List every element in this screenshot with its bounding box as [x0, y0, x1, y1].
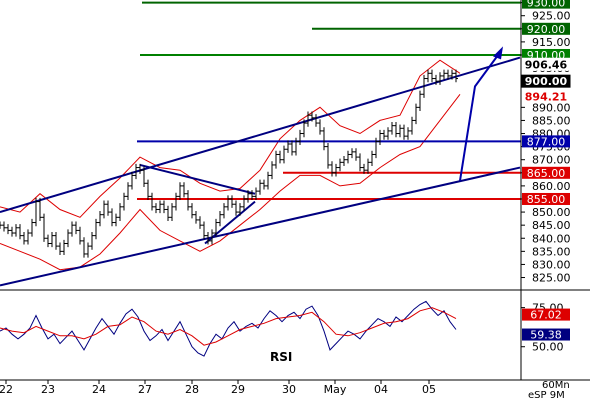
- y-axis: 825.00830.00835.00840.00845.00850.00855.…: [0, 0, 590, 381]
- rsi-signal-line: [0, 307, 457, 346]
- rsi-value-badge: [522, 308, 570, 321]
- triangle-line: [139, 163, 256, 195]
- y-tick-label: 870.00: [532, 154, 571, 167]
- level-badge: [522, 192, 570, 205]
- channel-line: [0, 166, 521, 287]
- x-tick-label: 28: [185, 383, 199, 396]
- channel-line: [0, 56, 521, 214]
- y-tick-label: 890.00: [532, 101, 571, 114]
- level-badge-label: 855.00: [527, 193, 566, 206]
- price-badge-label: 894.21: [525, 90, 567, 103]
- x-tick-label: 30: [282, 383, 296, 396]
- y-tick-label: 825.00: [532, 272, 571, 285]
- rsi-value-label: 67.02: [530, 309, 562, 322]
- level-badge-label: 865.00: [527, 167, 566, 180]
- price-badge-label: 900.00: [525, 75, 568, 88]
- x-tick-label: 22: [0, 383, 13, 396]
- y-tick-label: 835.00: [532, 245, 571, 258]
- projection-arrow-head: [493, 46, 503, 60]
- level-badge: [522, 135, 570, 148]
- level-badge-label: 877.00: [527, 135, 566, 148]
- x-tick-label: May: [324, 383, 347, 396]
- level-badge: [522, 0, 570, 9]
- symbol-label: eSP 9M: [528, 390, 565, 400]
- price-badge: [521, 89, 571, 103]
- x-tick-label: 24: [92, 383, 106, 396]
- level-badge: [522, 22, 570, 35]
- rsi-title: RSI: [270, 350, 292, 364]
- x-tick-label: 27: [138, 383, 152, 396]
- y-tick-label: 850.00: [532, 206, 571, 219]
- triangle-line: [204, 200, 256, 245]
- bollinger-upper-band: [0, 59, 461, 218]
- x-tick-label: 23: [41, 383, 55, 396]
- level-badge: [522, 166, 570, 179]
- level-badge-label: 930.00: [527, 0, 566, 10]
- rsi-value-label: 59.38: [530, 329, 562, 342]
- rsi-tick-label: 50.00: [532, 341, 564, 354]
- x-tick-label: 05: [422, 383, 436, 396]
- x-tick-label: 29: [231, 383, 245, 396]
- y-tick-label: 840.00: [532, 232, 571, 245]
- rsi-line: [0, 300, 457, 357]
- y-tick-label: 845.00: [532, 219, 571, 232]
- projection-arrow-line: [459, 51, 501, 181]
- y-tick-label: 860.00: [532, 180, 571, 193]
- rsi-value-badge: [522, 328, 570, 341]
- price-badge: [521, 57, 571, 71]
- level-badge-label: 920.00: [527, 23, 566, 36]
- price-badge: [521, 74, 571, 88]
- y-tick-label: 925.00: [532, 10, 571, 23]
- x-tick-label: 04: [374, 383, 388, 396]
- x-axis: 22 23 24 27 28 29 30 May 04 05: [0, 380, 436, 396]
- y-tick-label: 885.00: [532, 114, 571, 127]
- y-tick-label: 830.00: [532, 258, 571, 271]
- y-tick-label: 915.00: [532, 36, 571, 49]
- price-badge-label: 906.46: [525, 58, 568, 71]
- timeframe-label: 60Mn: [542, 380, 570, 391]
- rsi-panel: [0, 300, 457, 357]
- price-panel: [0, 1, 521, 287]
